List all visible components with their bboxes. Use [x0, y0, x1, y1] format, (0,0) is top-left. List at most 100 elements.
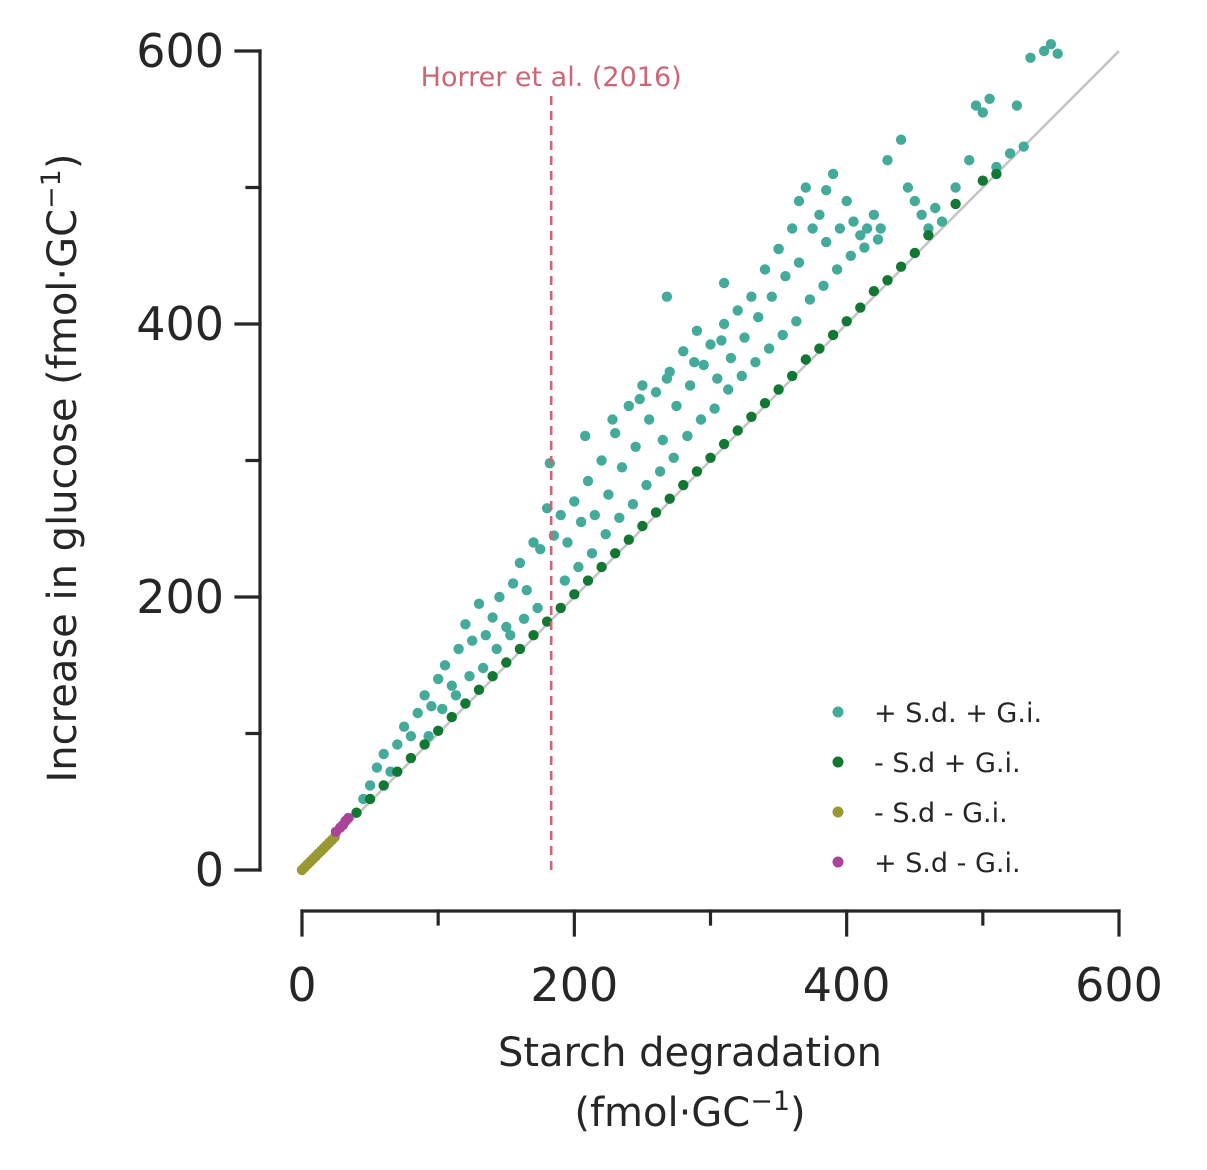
- data-point: [827, 329, 839, 341]
- data-point: [351, 807, 362, 818]
- axes-layer: 0 200 400 600 0 200 400 600: [136, 24, 1163, 1012]
- data-point: [759, 398, 771, 409]
- data-point: [746, 411, 757, 422]
- data-point: [532, 602, 543, 614]
- data-point: [610, 548, 621, 559]
- data-point: [378, 748, 389, 760]
- data-point: [750, 357, 761, 368]
- data-point: [616, 462, 628, 473]
- data-point: [814, 209, 825, 220]
- data-point: [575, 516, 587, 528]
- data-point: [582, 575, 594, 586]
- data-point: [412, 707, 423, 719]
- data-point: [791, 316, 802, 327]
- data-point: [875, 223, 886, 234]
- data-point: [718, 277, 730, 289]
- data-point: [1011, 100, 1023, 111]
- data-point: [535, 544, 546, 555]
- data-point: [661, 373, 673, 384]
- legend-marker: [832, 856, 844, 868]
- data-point: [773, 384, 784, 395]
- data-point: [1045, 39, 1057, 50]
- data-point: [654, 466, 666, 477]
- data-point: [732, 425, 743, 436]
- data-point: [473, 598, 485, 609]
- data-point: [467, 635, 478, 646]
- data-point: [841, 195, 852, 207]
- data-point: [661, 291, 673, 302]
- data-point: [859, 242, 870, 253]
- data-points-layer: [296, 39, 1063, 876]
- data-point: [518, 613, 530, 624]
- data-point: [709, 403, 720, 414]
- data-point: [882, 275, 893, 286]
- data-point: [902, 182, 914, 193]
- data-point: [623, 400, 634, 412]
- data-point: [343, 812, 354, 824]
- data-point: [371, 762, 383, 773]
- data-point: [936, 216, 948, 227]
- data-point: [977, 107, 988, 118]
- data-point: [453, 643, 464, 655]
- data-point: [477, 662, 489, 674]
- data-point: [793, 257, 805, 268]
- data-point: [664, 493, 675, 504]
- legend-label: - S.d - G.i.: [874, 798, 1008, 829]
- data-point: [446, 680, 457, 691]
- data-point: [777, 329, 788, 341]
- data-point: [600, 529, 611, 540]
- data-point: [405, 731, 417, 742]
- data-point: [378, 780, 389, 791]
- data-point: [1052, 48, 1063, 59]
- data-point: [671, 400, 682, 412]
- data-point: [861, 223, 873, 234]
- data-point: [773, 243, 784, 255]
- data-point: [950, 182, 961, 193]
- data-point: [426, 701, 437, 712]
- x-axis-label: Starch degradation: [498, 1030, 882, 1076]
- data-point: [678, 346, 689, 357]
- data-point: [555, 602, 566, 614]
- data-point: [732, 305, 743, 316]
- x-tick-label: 200: [530, 958, 618, 1012]
- data-point: [480, 630, 491, 641]
- x-axis-unit-superscript: −1: [750, 1086, 790, 1117]
- legend-marker: [832, 756, 844, 768]
- data-point: [831, 264, 843, 275]
- series-3-points: [296, 832, 340, 876]
- legend-label: + S.d - G.i.: [874, 848, 1021, 879]
- data-point: [528, 630, 539, 641]
- y-tick-label: 600: [136, 24, 224, 78]
- data-point: [650, 387, 662, 398]
- data-point: [718, 438, 730, 450]
- legend-marker: [832, 806, 844, 818]
- data-point: [637, 380, 648, 391]
- y-tick-label: 200: [136, 570, 224, 624]
- data-point: [582, 475, 594, 487]
- data-point: [603, 489, 614, 500]
- data-point: [712, 373, 723, 384]
- data-point: [614, 512, 625, 523]
- data-point: [821, 185, 832, 196]
- data-point: [596, 455, 607, 466]
- data-point: [364, 793, 376, 805]
- data-point: [460, 619, 471, 630]
- data-point: [759, 264, 771, 275]
- data-point: [827, 168, 839, 180]
- data-point: [580, 430, 591, 442]
- data-point: [573, 561, 584, 573]
- data-point: [460, 698, 471, 709]
- data-point: [698, 359, 709, 371]
- data-point: [684, 380, 696, 391]
- data-point: [991, 168, 1002, 180]
- series-4-points: [330, 812, 354, 837]
- data-point: [437, 703, 448, 715]
- data-point: [746, 291, 757, 302]
- data-point: [657, 434, 668, 446]
- data-point: [868, 209, 880, 220]
- x-axis-unit-close: ): [790, 1090, 806, 1136]
- data-point: [909, 247, 920, 259]
- data-point: [419, 739, 430, 750]
- x-axis-unit-text: (fmol·GC: [574, 1090, 750, 1136]
- y-axis-label-text: Increase in glucose (fmol·GC: [40, 209, 86, 783]
